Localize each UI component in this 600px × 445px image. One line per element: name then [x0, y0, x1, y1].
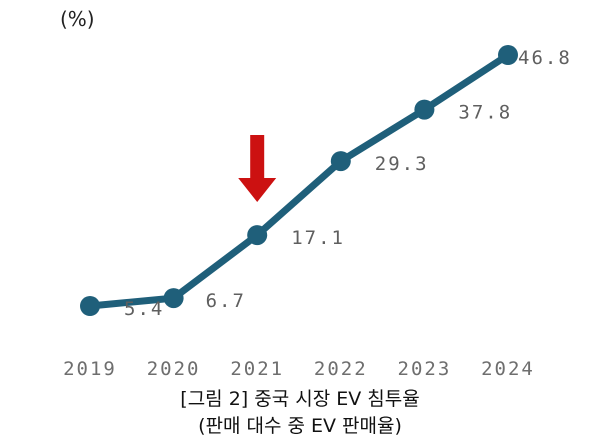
data-label-2020: 6.7 — [206, 290, 246, 312]
series-points-group — [80, 45, 518, 316]
data-label-2023: 37.8 — [458, 102, 512, 124]
series-line — [86, 51, 512, 310]
x-tick-2020: 2020 — [147, 358, 201, 380]
data-label-2024: 46.8 — [518, 47, 572, 69]
x-tick-2021: 2021 — [230, 358, 284, 380]
data-point-2024 — [498, 45, 518, 65]
data-point-2019 — [80, 296, 100, 316]
data-label-2019: 5.4 — [124, 298, 164, 320]
x-tick-2024: 2024 — [481, 358, 535, 380]
data-point-2022 — [330, 151, 351, 172]
caption-subtitle: (판매 대수 중 EV 판매율) — [198, 415, 402, 437]
data-labels-group: 5.4 6.7 17.1 29.3 37.8 46.8 — [124, 47, 572, 320]
data-point-2023 — [414, 99, 435, 120]
data-label-2021: 17.1 — [291, 227, 345, 249]
caption-title: [그림 2] 중국 시장 EV 침투율 — [180, 388, 420, 410]
data-point-2021 — [247, 225, 268, 246]
x-tick-2022: 2022 — [314, 358, 368, 380]
data-label-2022: 29.3 — [375, 153, 429, 175]
data-point-2020 — [163, 288, 184, 309]
x-tick-2019: 2019 — [63, 358, 117, 380]
x-axis-ticks-group: 2019 2020 2021 2022 2023 2024 — [63, 358, 535, 380]
series-line-group — [86, 51, 512, 310]
unit-label: (%) — [60, 7, 95, 31]
down-arrow-icon — [238, 135, 277, 202]
x-tick-2023: 2023 — [398, 358, 452, 380]
arrow-annotation — [238, 135, 277, 202]
